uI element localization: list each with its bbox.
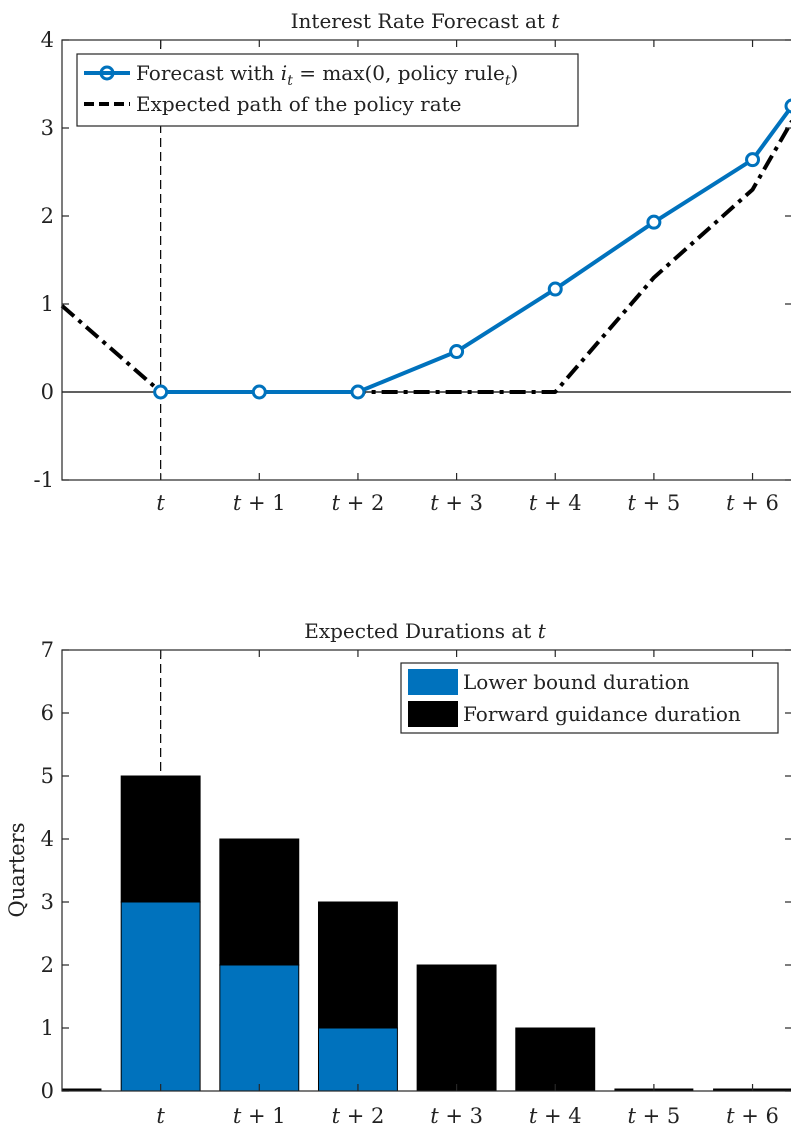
- legend-forecast-marker: [99, 65, 115, 81]
- top-legend: Forecast with it = max(0, policy rulet) …: [76, 53, 579, 127]
- bottom-xtick-label: t: [156, 1104, 165, 1128]
- forecast-point: [646, 214, 662, 230]
- top-ytick-label: -1: [34, 468, 54, 492]
- bottom-legend-box: [400, 662, 779, 734]
- forecast-point: [251, 384, 267, 400]
- bottom-xtick-label: t + 3: [430, 1104, 483, 1128]
- bar-lower-bound: [219, 964, 300, 1092]
- top-ytick-label: 3: [41, 116, 54, 140]
- legend-forecast-label: Forecast with it = max(0, policy rulet): [136, 61, 518, 89]
- top-ytick-label: 1: [41, 292, 54, 316]
- top-xtick-label: t: [156, 491, 165, 515]
- top-xtick-label: t + 1: [233, 491, 286, 515]
- bottom-legend: Lower bound duration Forward guidance du…: [400, 662, 779, 734]
- top-xtick-label: t + 3: [430, 491, 483, 515]
- bottom-xtick-label: t + 4: [529, 1104, 582, 1128]
- bottom-ytick-label: 5: [41, 764, 54, 788]
- interest-rate-chart: Interest Rate Forecast at t -1 0 1 2 3 4 t t +…: [34, 9, 791, 515]
- forecast-point: [153, 384, 169, 400]
- top-chart-title: Interest Rate Forecast at t: [291, 9, 561, 33]
- bottom-xtick-label: t + 6: [726, 1104, 779, 1128]
- forecast-line: [160, 104, 791, 394]
- bottom-ytick-label: 6: [41, 701, 54, 725]
- bar-lower-bound: [317, 1027, 398, 1092]
- bar-forward-guidance: [515, 1027, 596, 1092]
- bar-forward-guidance: [219, 838, 300, 966]
- top-xtick-label: t + 2: [332, 491, 385, 515]
- bottom-ytick-label: 0: [41, 1079, 54, 1103]
- bottom-ytick-label: 3: [41, 890, 54, 914]
- bottom-ylabel: Quarters: [5, 823, 29, 918]
- top-xtick-label: t + 4: [529, 491, 582, 515]
- top-legend-box: [76, 53, 579, 127]
- bottom-xtick-label: t + 1: [233, 1104, 286, 1128]
- legend-forward-guidance-label: Forward guidance duration: [463, 702, 741, 726]
- forecast-point: [350, 384, 366, 400]
- legend-lower-bound-label: Lower bound duration: [463, 670, 690, 694]
- top-xtick-label: t + 6: [726, 491, 779, 515]
- bottom-xtick-label: t + 2: [332, 1104, 385, 1128]
- bar-lower-bound: [120, 901, 201, 1092]
- top-plot-frame: [61, 39, 791, 481]
- bottom-plot-frame: [61, 649, 791, 1092]
- bar-forward-guidance: [416, 964, 497, 1092]
- legend-lower-bound-swatch: [408, 669, 458, 695]
- top-ytick-label: 4: [41, 28, 54, 52]
- forecast-point: [745, 152, 761, 168]
- bottom-ytick-label: 4: [41, 827, 54, 851]
- top-xtick-label: t + 5: [628, 491, 681, 515]
- expected-path-line: [60, 119, 791, 394]
- bottom-chart-title: Expected Durations at t: [304, 619, 546, 643]
- legend-expected-label: Expected path of the policy rate: [136, 92, 462, 116]
- forecast-point: [784, 98, 791, 114]
- bottom-ytick-label: 1: [41, 1016, 54, 1040]
- bottom-ytick-label: 7: [41, 638, 54, 662]
- bottom-ytick-label: 2: [41, 953, 54, 977]
- legend-forward-guidance-swatch: [408, 701, 458, 727]
- bar-forward-guidance: [317, 901, 398, 1029]
- durations-chart: Expected Durations at t 0 1 2 3 4 5 6 7 t t + 1 t…: [5, 619, 791, 1128]
- bottom-xtick-label: t + 5: [628, 1104, 681, 1128]
- forecast-point: [547, 281, 563, 297]
- top-ytick-label: 2: [41, 204, 54, 228]
- top-ytick-label: 0: [41, 380, 54, 404]
- forecast-point: [449, 344, 465, 360]
- bar-forward-guidance: [120, 775, 201, 903]
